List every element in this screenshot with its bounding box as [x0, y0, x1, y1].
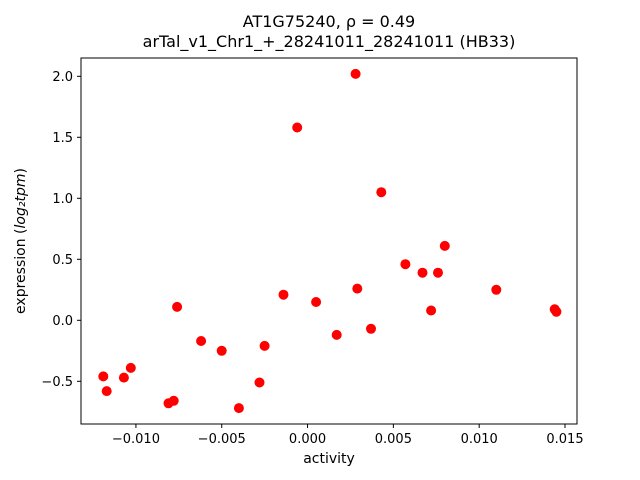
data-point: [233, 403, 244, 414]
data-point: [172, 301, 183, 312]
chart-title: AT1G75240, ρ = 0.49 arTal_v1_Chr1_+_2824…: [81, 12, 577, 52]
y-tick-label: 1.0: [52, 192, 73, 207]
data-point: [426, 305, 437, 316]
data-point: [331, 329, 342, 340]
data-point: [350, 68, 361, 79]
y-tick-label: 1.5: [52, 131, 73, 146]
data-point: [168, 395, 179, 406]
data-point: [491, 284, 502, 295]
y-tick-label: −0.5: [41, 375, 73, 390]
data-point: [417, 267, 428, 278]
data-point: [439, 240, 450, 251]
y-tick-label: 0.0: [52, 314, 73, 329]
y-tick-label: 2.0: [52, 70, 73, 85]
x-tick-label: 0.000: [289, 432, 326, 447]
x-tick-label: 0.005: [375, 432, 412, 447]
data-point: [311, 297, 322, 307]
data-point: [101, 386, 112, 397]
data-point: [292, 122, 303, 133]
data-point: [366, 323, 376, 334]
data-point: [400, 259, 411, 270]
data-point: [433, 267, 443, 278]
data-point: [259, 340, 270, 351]
y-axis-ticks: −0.5 0.0 0.5 1.0 1.5 2.0: [41, 70, 81, 390]
data-point: [352, 283, 363, 294]
x-axis-ticks: −0.010 −0.005 0.000 0.005 0.010 0.015: [112, 424, 584, 447]
data-point: [98, 371, 109, 382]
x-tick-label: 0.010: [461, 432, 498, 447]
x-tick-label: −0.010: [112, 432, 160, 447]
data-point: [216, 345, 227, 356]
x-tick-label: 0.015: [546, 432, 583, 447]
x-axis-label: activity: [303, 451, 355, 467]
chart-title-line1: AT1G75240, ρ = 0.49: [242, 12, 416, 31]
data-point: [196, 336, 207, 346]
data-point: [278, 289, 289, 300]
chart-title-line2: arTal_v1_Chr1_+_28241011_28241011 (HB33): [142, 32, 516, 51]
data-point: [551, 306, 562, 317]
scatter-points: [98, 68, 562, 414]
data-point: [118, 372, 129, 383]
data-point: [125, 362, 136, 373]
y-tick-label: 0.5: [52, 253, 73, 268]
data-point: [376, 187, 387, 198]
plot-border: [80, 57, 578, 425]
x-tick-label: −0.005: [198, 432, 246, 447]
data-point: [254, 377, 265, 388]
